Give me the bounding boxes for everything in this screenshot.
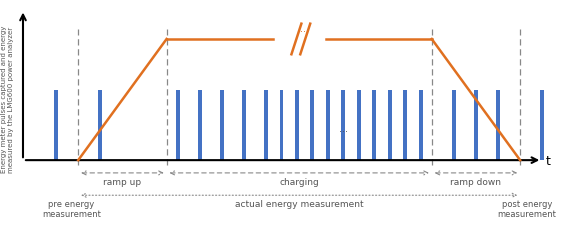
Text: post energy
measurement: post energy measurement bbox=[497, 200, 556, 219]
Bar bbox=[496, 90, 500, 160]
Bar bbox=[176, 90, 180, 160]
Bar bbox=[220, 90, 224, 160]
Text: charging: charging bbox=[279, 178, 319, 187]
Bar bbox=[341, 90, 345, 160]
Text: ...: ... bbox=[339, 124, 348, 134]
Bar bbox=[372, 90, 376, 160]
Bar bbox=[403, 90, 407, 160]
Bar bbox=[242, 90, 246, 160]
Bar bbox=[54, 90, 58, 160]
Text: ramp down: ramp down bbox=[450, 178, 501, 187]
Bar bbox=[98, 90, 102, 160]
Text: pre energy
measurement: pre energy measurement bbox=[42, 200, 101, 219]
Text: t: t bbox=[546, 155, 550, 168]
Text: actual energy measurement: actual energy measurement bbox=[235, 200, 363, 209]
Bar bbox=[388, 90, 392, 160]
Text: Energy meter pulses captured and energy
measured by the LMG600 power analyzer: Energy meter pulses captured and energy … bbox=[1, 26, 14, 173]
Bar bbox=[452, 90, 456, 160]
Text: ramp up: ramp up bbox=[103, 178, 141, 187]
Text: ...: ... bbox=[297, 24, 306, 34]
Bar bbox=[540, 90, 544, 160]
Bar bbox=[198, 90, 202, 160]
Bar bbox=[280, 90, 284, 160]
Bar bbox=[310, 90, 314, 160]
Bar bbox=[264, 90, 268, 160]
Bar bbox=[357, 90, 361, 160]
Bar bbox=[326, 90, 330, 160]
Bar bbox=[295, 90, 299, 160]
Bar bbox=[474, 90, 478, 160]
Bar bbox=[419, 90, 423, 160]
